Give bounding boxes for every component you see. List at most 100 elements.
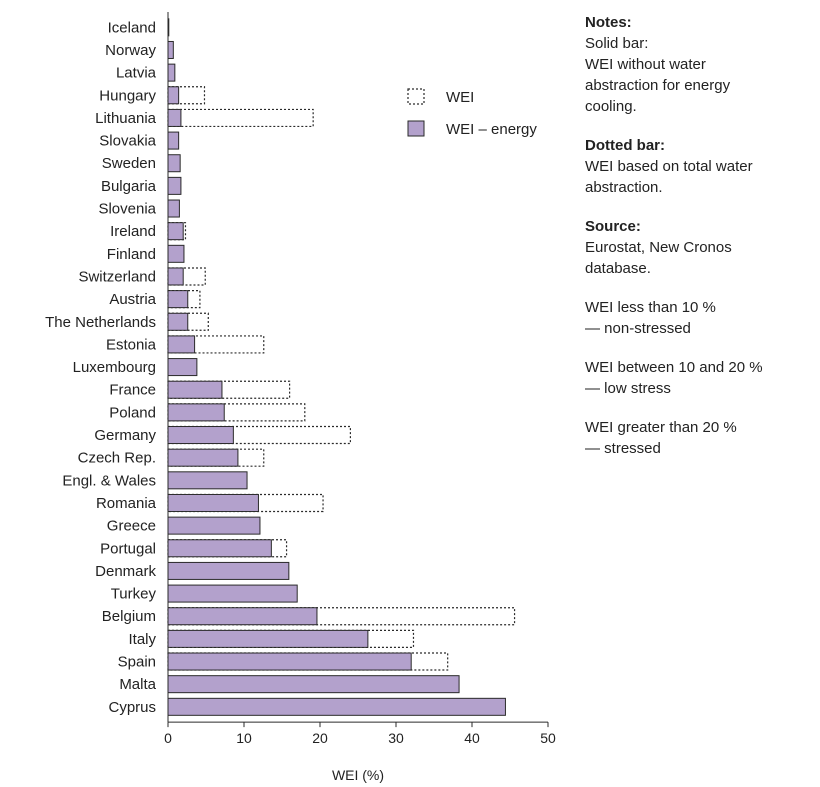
legend-label-wei-energy: WEI – energy <box>446 121 537 138</box>
notes-source-block: Source: Eurostat, New Cronos database. <box>585 216 817 279</box>
category-label: Denmark <box>95 563 156 580</box>
bar-wei-energy <box>167 380 223 399</box>
bar-wei-energy <box>167 629 369 648</box>
category-label: Sweden <box>102 155 156 172</box>
notes-solid-block: Notes: Solid bar: WEI without water abst… <box>585 12 817 117</box>
bar-wei-energy <box>167 63 176 82</box>
notes-dotted-line: WEI based on total water <box>585 158 753 175</box>
category-label: Bulgaria <box>101 178 157 195</box>
notes-band-line: WEI less than 10 % <box>585 299 716 316</box>
category-label: Norway <box>105 42 156 59</box>
bar-wei-energy <box>167 176 182 195</box>
category-label: Romania <box>96 495 157 512</box>
bar-wei-energy <box>167 607 318 626</box>
bar-wei-energy <box>167 199 180 218</box>
bar-wei-energy <box>167 267 184 286</box>
bar-wei-energy <box>167 154 181 173</box>
category-label: Greece <box>107 518 156 535</box>
category-label: Czech Rep. <box>78 450 156 467</box>
category-label: Switzerland <box>78 268 156 285</box>
category-label: France <box>109 382 156 399</box>
category-label: Hungary <box>99 87 156 104</box>
category-label: Spain <box>118 654 156 671</box>
x-axis: 0 10 20 30 40 50 <box>164 12 556 746</box>
bar-wei-energy <box>167 493 259 512</box>
category-label: Cyprus <box>108 699 156 716</box>
category-label: Luxembourg <box>73 359 156 376</box>
category-label: The Netherlands <box>45 314 156 331</box>
category-label: Slovenia <box>98 201 156 218</box>
category-label: Italy <box>128 631 156 648</box>
notes-band-line: — low stress <box>585 380 671 397</box>
notes-solid-line: abstraction for energy <box>585 77 731 94</box>
x-tick-label: 10 <box>236 730 252 746</box>
bar-wei-energy <box>167 244 185 263</box>
x-tick-label: 50 <box>540 730 556 746</box>
category-label: Slovakia <box>99 133 156 150</box>
category-label: Estonia <box>106 336 157 353</box>
x-axis-title: WEI (%) <box>332 767 384 783</box>
bar-wei-energy <box>167 561 290 580</box>
notes-band-stressed: WEI greater than 20 % — stressed <box>585 417 817 459</box>
legend-swatch-wei <box>407 88 425 105</box>
bar-wei-energy <box>167 697 506 716</box>
bar-wei-energy <box>167 222 184 241</box>
notes-source-line: Eurostat, New Cronos <box>585 239 732 256</box>
notes-band-line: WEI between 10 and 20 % <box>585 359 763 376</box>
notes-source-line: database. <box>585 260 651 277</box>
legend-swatch-wei-energy <box>407 120 425 137</box>
bar-wei-energy <box>167 40 174 59</box>
category-label: Belgium <box>102 608 156 625</box>
x-tick-label: 40 <box>464 730 480 746</box>
bar-wei <box>167 108 314 128</box>
notes-source-title: Source: <box>585 218 641 235</box>
notes-solid-line: Solid bar: <box>585 35 649 52</box>
notes-band-line: — non-stressed <box>585 320 691 337</box>
category-label: Finland <box>107 246 156 263</box>
category-label: Malta <box>119 676 156 693</box>
notes-title: Notes: <box>585 14 632 31</box>
bar-wei-energy <box>167 584 298 603</box>
bar-wei-energy <box>167 652 412 671</box>
bar-wei-energy <box>167 86 180 105</box>
category-label: Ireland <box>110 223 156 240</box>
category-label: Engl. & Wales <box>62 472 156 489</box>
bar-wei-energy <box>167 108 182 127</box>
bar-wei-energy <box>167 539 272 558</box>
bar-wei-energy <box>167 312 189 331</box>
category-label: Latvia <box>116 65 157 82</box>
bar-wei-energy <box>167 516 261 535</box>
notes-solid-line: cooling. <box>585 98 637 115</box>
bars-layer <box>167 18 516 716</box>
bar-wei-energy <box>167 448 239 467</box>
category-label: Turkey <box>111 586 157 603</box>
bar-wei-energy <box>167 358 198 377</box>
category-label: Lithuania <box>95 110 157 127</box>
category-label: Iceland <box>108 19 156 36</box>
notes-panel: Notes: Solid bar: WEI without water abst… <box>585 12 817 477</box>
notes-band-low-stress: WEI between 10 and 20 % — low stress <box>585 357 817 399</box>
notes-dotted-title: Dotted bar: <box>585 137 665 154</box>
category-label: Austria <box>109 291 156 308</box>
notes-band-line: WEI greater than 20 % <box>585 419 737 436</box>
wei-bar-chart: Iceland Norway Latvia Hungary Lithuania Slova… <box>45 12 556 783</box>
bar-wei-energy <box>167 471 248 490</box>
category-label: Portugal <box>100 540 156 557</box>
x-tick-label: 30 <box>388 730 404 746</box>
notes-solid-line: WEI without water <box>585 56 706 73</box>
notes-band-non-stressed: WEI less than 10 % — non-stressed <box>585 297 817 339</box>
notes-dotted-line: abstraction. <box>585 179 663 196</box>
x-tick-label: 0 <box>164 730 172 746</box>
bar-wei-energy <box>167 335 196 354</box>
x-tick-label: 20 <box>312 730 328 746</box>
category-label: Poland <box>109 404 156 421</box>
category-labels: Iceland Norway Latvia Hungary Lithuania Slova… <box>45 19 157 716</box>
bar-wei-energy <box>167 426 234 445</box>
notes-dotted-block: Dotted bar: WEI based on total water abs… <box>585 135 817 198</box>
notes-band-line: — stressed <box>585 440 661 457</box>
bar-wei-energy <box>167 675 460 694</box>
bar-wei-energy <box>167 403 225 422</box>
category-label: Germany <box>94 427 156 444</box>
bar-wei-energy <box>167 131 180 150</box>
legend: WEI WEI – energy <box>407 88 537 138</box>
